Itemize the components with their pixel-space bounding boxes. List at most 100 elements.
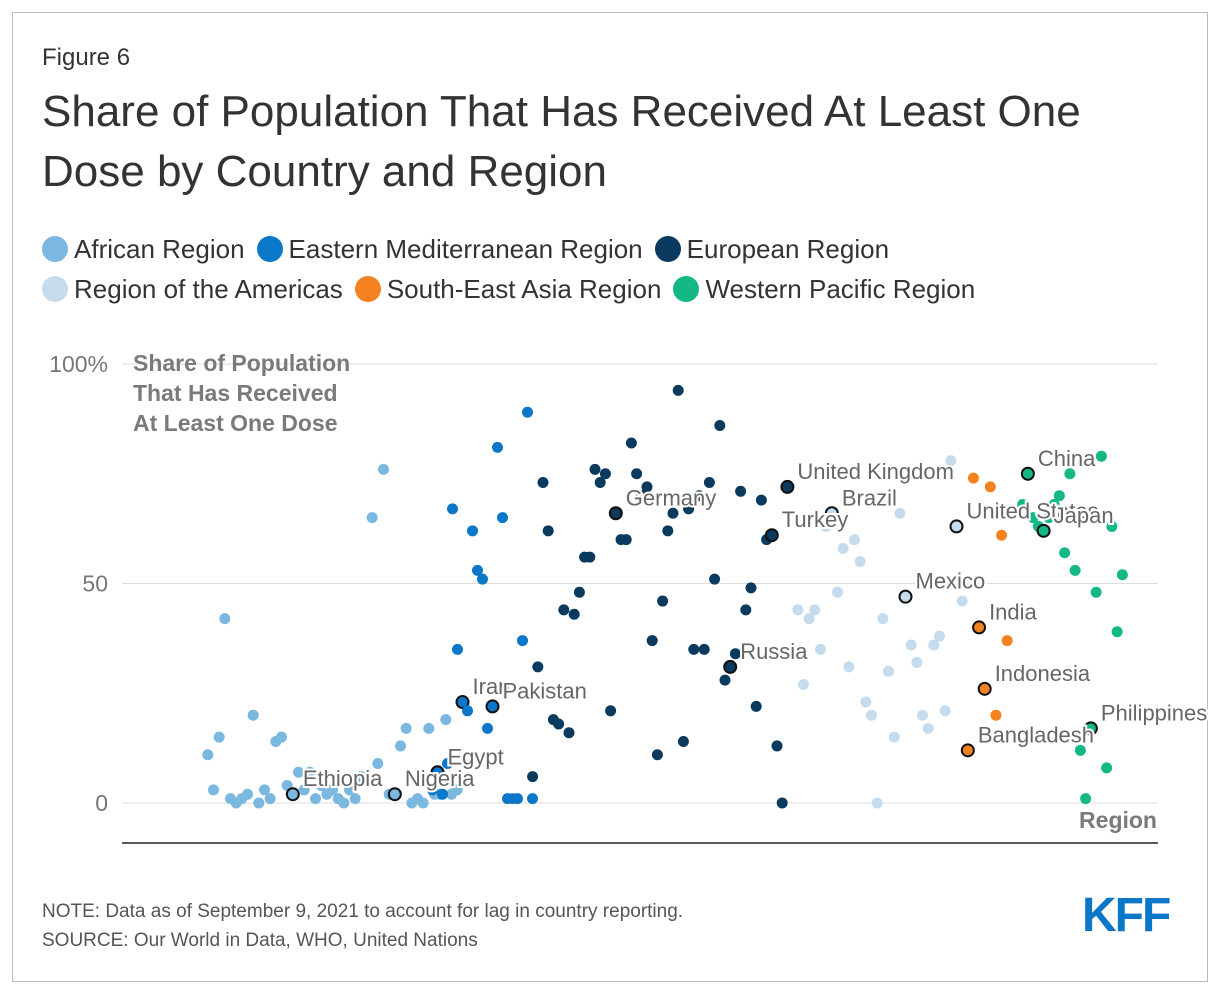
legend-label: Western Pacific Region bbox=[705, 274, 976, 304]
data-point bbox=[442, 757, 453, 769]
data-point bbox=[928, 639, 940, 651]
data-point bbox=[558, 604, 570, 616]
legend-swatch bbox=[673, 276, 700, 302]
data-point bbox=[934, 630, 945, 642]
data-point bbox=[646, 635, 658, 647]
data-point bbox=[922, 722, 934, 734]
legend-label: Eastern Mediterranean Region bbox=[288, 234, 643, 264]
data-point bbox=[594, 477, 606, 489]
data-point bbox=[427, 784, 438, 796]
data-point bbox=[877, 613, 889, 625]
data-point bbox=[714, 419, 726, 431]
point-label: India bbox=[989, 599, 1037, 624]
data-point bbox=[361, 775, 372, 787]
data-point bbox=[447, 503, 458, 515]
data-point bbox=[854, 556, 866, 568]
data-point bbox=[723, 659, 738, 674]
data-point bbox=[349, 793, 361, 805]
data-point bbox=[972, 620, 987, 635]
data-point bbox=[485, 699, 500, 714]
data-point bbox=[219, 613, 231, 625]
data-point bbox=[815, 643, 826, 655]
data-point bbox=[285, 787, 300, 802]
data-point bbox=[430, 765, 445, 780]
data-point bbox=[843, 661, 855, 673]
data-point bbox=[990, 709, 1002, 721]
data-point bbox=[939, 705, 951, 717]
source: SOURCE: Our World in Data, WHO, United N… bbox=[42, 930, 478, 951]
data-point bbox=[327, 784, 338, 796]
data-point bbox=[677, 736, 689, 748]
data-point bbox=[849, 534, 860, 546]
data-point bbox=[984, 481, 996, 493]
data-point bbox=[956, 595, 968, 607]
point-label: Egypt bbox=[448, 744, 504, 769]
data-point bbox=[809, 604, 821, 616]
data-point bbox=[651, 749, 663, 761]
point-label: Ethiopia bbox=[303, 766, 383, 791]
point-label: Bangladesh bbox=[978, 722, 1094, 747]
data-point bbox=[1059, 547, 1071, 559]
legend-entry: Western Pacific Region bbox=[673, 274, 975, 304]
point-label: Iran bbox=[473, 674, 511, 699]
data-point bbox=[264, 793, 276, 805]
data-point bbox=[820, 520, 832, 532]
data-point bbox=[641, 481, 653, 493]
data-point bbox=[259, 784, 270, 796]
data-point bbox=[372, 757, 384, 769]
point-label: Germany bbox=[626, 485, 716, 510]
point-label: United States bbox=[967, 498, 1099, 523]
data-point bbox=[451, 784, 463, 796]
data-point bbox=[542, 525, 554, 537]
legend-label: African Region bbox=[74, 234, 245, 264]
data-point bbox=[304, 766, 316, 778]
data-point bbox=[1116, 569, 1128, 581]
data-point bbox=[605, 705, 617, 717]
data-point bbox=[1083, 721, 1098, 736]
data-point bbox=[755, 494, 767, 506]
note: NOTE: Data as of September 9, 2021 to ac… bbox=[42, 901, 684, 922]
data-point bbox=[417, 797, 429, 809]
data-point bbox=[553, 718, 565, 730]
data-point bbox=[1080, 793, 1092, 805]
data-point bbox=[1043, 512, 1055, 524]
legend-entry: European Region bbox=[654, 234, 889, 264]
legend-swatch bbox=[256, 236, 283, 262]
data-point bbox=[1111, 626, 1123, 638]
data-point bbox=[740, 604, 752, 616]
data-point bbox=[693, 490, 705, 502]
data-point bbox=[911, 657, 923, 669]
data-point bbox=[996, 529, 1008, 541]
data-point bbox=[1069, 564, 1081, 576]
legend-label: Region of the Americas bbox=[74, 274, 343, 304]
data-point bbox=[917, 709, 928, 721]
data-point bbox=[584, 551, 596, 563]
data-point bbox=[532, 661, 544, 673]
legend: African Region Eastern Mediterranean Regi… bbox=[42, 229, 1182, 309]
data-point bbox=[803, 613, 815, 625]
data-point bbox=[771, 740, 783, 752]
data-point bbox=[1017, 498, 1029, 510]
data-point bbox=[894, 507, 906, 519]
point-label: Indonesia bbox=[995, 661, 1091, 686]
data-point bbox=[440, 714, 452, 726]
data-point bbox=[395, 740, 406, 752]
data-point bbox=[467, 525, 478, 537]
data-point bbox=[400, 722, 412, 734]
data-point bbox=[608, 506, 623, 521]
data-point bbox=[729, 648, 741, 660]
data-point bbox=[242, 788, 253, 800]
data-point bbox=[977, 681, 992, 696]
data-point bbox=[1101, 762, 1113, 774]
data-point bbox=[949, 519, 964, 534]
x-axis-label: Region bbox=[1079, 807, 1157, 833]
data-point bbox=[792, 604, 804, 616]
legend-entry: African Region bbox=[42, 234, 245, 264]
data-point bbox=[866, 709, 877, 721]
point-label: Pakistan bbox=[503, 678, 587, 703]
data-point bbox=[293, 766, 304, 778]
data-point bbox=[709, 573, 721, 585]
data-point bbox=[527, 793, 538, 805]
data-point bbox=[315, 779, 327, 791]
data-point bbox=[750, 700, 762, 712]
